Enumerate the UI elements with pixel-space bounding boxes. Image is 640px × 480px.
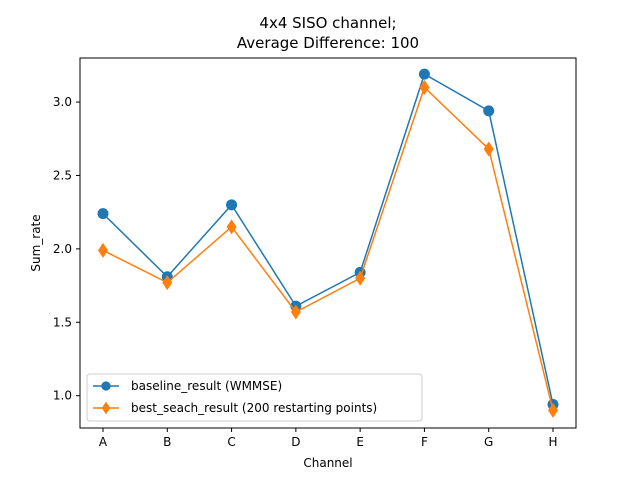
data-point xyxy=(483,141,494,157)
data-point xyxy=(483,105,495,117)
data-point xyxy=(548,402,558,418)
x-axis-label: Channel xyxy=(303,456,352,470)
y-tick-label: 2.5 xyxy=(53,168,72,182)
y-tick-label: 3.0 xyxy=(53,95,72,109)
x-axis: A B C D E F G H xyxy=(99,428,558,449)
y-tick-label: 1.5 xyxy=(53,315,72,329)
legend-box xyxy=(86,373,423,422)
legend-entry: baseline_result (WMMSE) xyxy=(93,379,282,393)
x-tick-label: C xyxy=(227,435,235,449)
y-tick-label: 1.0 xyxy=(53,389,72,403)
x-tick-label: H xyxy=(548,435,557,449)
legend-marker xyxy=(101,381,111,391)
y-axis-label: Sum_rate xyxy=(29,214,43,271)
x-tick-label: G xyxy=(484,435,493,449)
legend-label: best_seach_result (200 restarting points… xyxy=(131,401,377,415)
legend-marker xyxy=(101,401,111,415)
series-line xyxy=(102,86,554,411)
y-axis: 1.0 1.5 2.0 2.5 3.0 xyxy=(53,95,80,403)
data-point xyxy=(226,219,237,235)
x-tick-label: D xyxy=(291,435,300,449)
plot-frame xyxy=(79,57,577,429)
series-2 xyxy=(98,79,558,418)
series-line xyxy=(102,73,554,405)
legend-entry: best_seach_result (200 restarting points… xyxy=(93,401,377,415)
x-tick-label: A xyxy=(99,435,108,449)
data-point xyxy=(355,270,366,286)
series-1 xyxy=(97,68,559,411)
data-point xyxy=(98,242,108,258)
y-tick-label: 2.0 xyxy=(53,242,72,256)
legend-label: baseline_result (WMMSE) xyxy=(131,379,282,393)
chart-title-line-1: 4x4 SISO channel; xyxy=(259,14,396,32)
data-point xyxy=(226,199,238,211)
x-tick-label: B xyxy=(163,435,171,449)
data-point xyxy=(162,275,173,291)
data-point xyxy=(97,208,109,220)
data-point xyxy=(290,304,301,320)
legend: baseline_result (WMMSE) best_seach_result… xyxy=(86,373,423,422)
chart-title-line-2: Average Difference: 100 xyxy=(237,34,419,52)
data-point xyxy=(418,68,430,80)
x-tick-label: F xyxy=(421,435,428,449)
x-tick-label: E xyxy=(356,435,364,449)
plot-marks xyxy=(97,68,559,418)
data-point xyxy=(419,79,430,95)
